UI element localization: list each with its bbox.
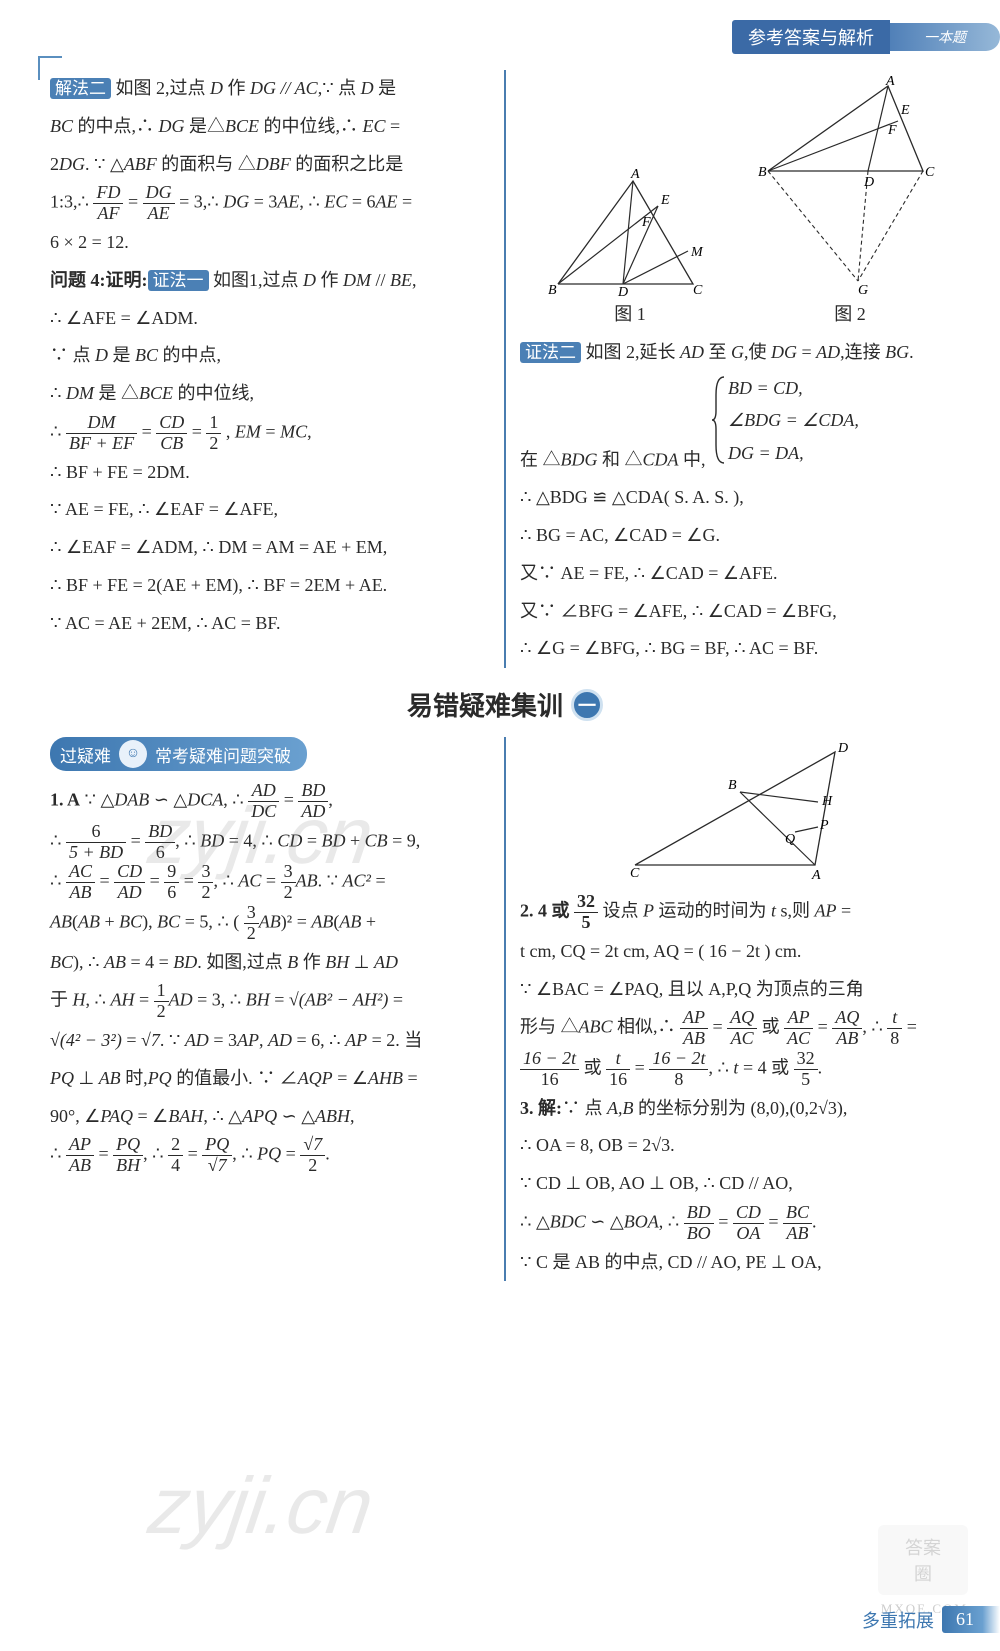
- fig1-label: 图 1: [614, 300, 646, 326]
- section-title: 易错疑难集训 一: [50, 686, 960, 723]
- corner-logo: 答案 圈: [878, 1525, 968, 1595]
- bottom-columns: 过疑难 ☺ 常考疑难问题突破 1. A ∵ △DAB ∽ △DCA, ∴ ADD…: [50, 737, 960, 1281]
- top-col-right: A E F M B D C A E F B D C G: [506, 70, 960, 668]
- tag-method-2: 解法二: [50, 78, 111, 99]
- top-columns: 解法二 如图 2,过点 D 作 DG // AC,∵ 点 D 是 BC 的中点,…: [50, 70, 960, 668]
- svg-text:M: M: [690, 245, 704, 260]
- svg-text:G: G: [858, 283, 868, 296]
- svg-text:C: C: [693, 283, 703, 296]
- svg-text:B: B: [728, 778, 737, 793]
- eq-6x2: 6 × 2 = 12.: [50, 224, 490, 262]
- figure-prob1: C A D B H P Q: [620, 737, 860, 887]
- svg-text:A: A: [630, 167, 640, 182]
- svg-text:B: B: [758, 165, 767, 180]
- footer: 多重拓展 61: [862, 1606, 1000, 1633]
- figure-2: A E F B D C G: [758, 76, 938, 296]
- svg-text:E: E: [900, 103, 910, 118]
- bottom-col-right: C A D B H P Q 2. 4 或 325 设点 P 运动的时间为 t s…: [506, 737, 960, 1281]
- svg-text:A: A: [885, 76, 895, 89]
- header-banner: 参考答案与解析 一本题: [732, 20, 1000, 54]
- svg-text:D: D: [617, 285, 628, 296]
- brace-icon: [710, 375, 728, 465]
- svg-text:H: H: [821, 794, 833, 809]
- svg-text:B: B: [548, 283, 557, 296]
- header-tail: 一本题: [890, 23, 1000, 51]
- footer-label: 多重拓展: [862, 1607, 934, 1633]
- pill-header: 过疑难 ☺ 常考疑难问题突破: [50, 737, 307, 771]
- svg-text:C: C: [630, 866, 640, 881]
- svg-text:Q: Q: [785, 832, 795, 847]
- figure-1: A E F M B D C: [543, 166, 713, 296]
- svg-text:C: C: [925, 165, 935, 180]
- watermark-2: zyji.cn: [144, 1460, 379, 1552]
- corner-bracket: [38, 56, 62, 80]
- tag-proof-1: 证法一: [148, 270, 209, 291]
- bottom-col-left: 过疑难 ☺ 常考疑难问题突破 1. A ∵ △DAB ∽ △DCA, ∴ ADD…: [50, 737, 504, 1281]
- svg-text:F: F: [641, 215, 651, 230]
- top-col-left: 解法二 如图 2,过点 D 作 DG // AC,∵ 点 D 是 BC 的中点,…: [50, 70, 504, 668]
- face-icon: ☺: [119, 740, 147, 768]
- svg-text:P: P: [819, 818, 829, 833]
- header-title: 参考答案与解析: [732, 20, 890, 54]
- svg-text:F: F: [887, 123, 897, 138]
- svg-text:D: D: [837, 741, 848, 756]
- tag-proof-2: 证法二: [520, 342, 581, 363]
- svg-text:D: D: [863, 175, 874, 190]
- section-badge: 一: [571, 689, 603, 721]
- fig2-label: 图 2: [834, 300, 866, 326]
- svg-text:E: E: [660, 193, 670, 208]
- footer-page: 61: [942, 1606, 1000, 1633]
- svg-text:A: A: [811, 868, 821, 883]
